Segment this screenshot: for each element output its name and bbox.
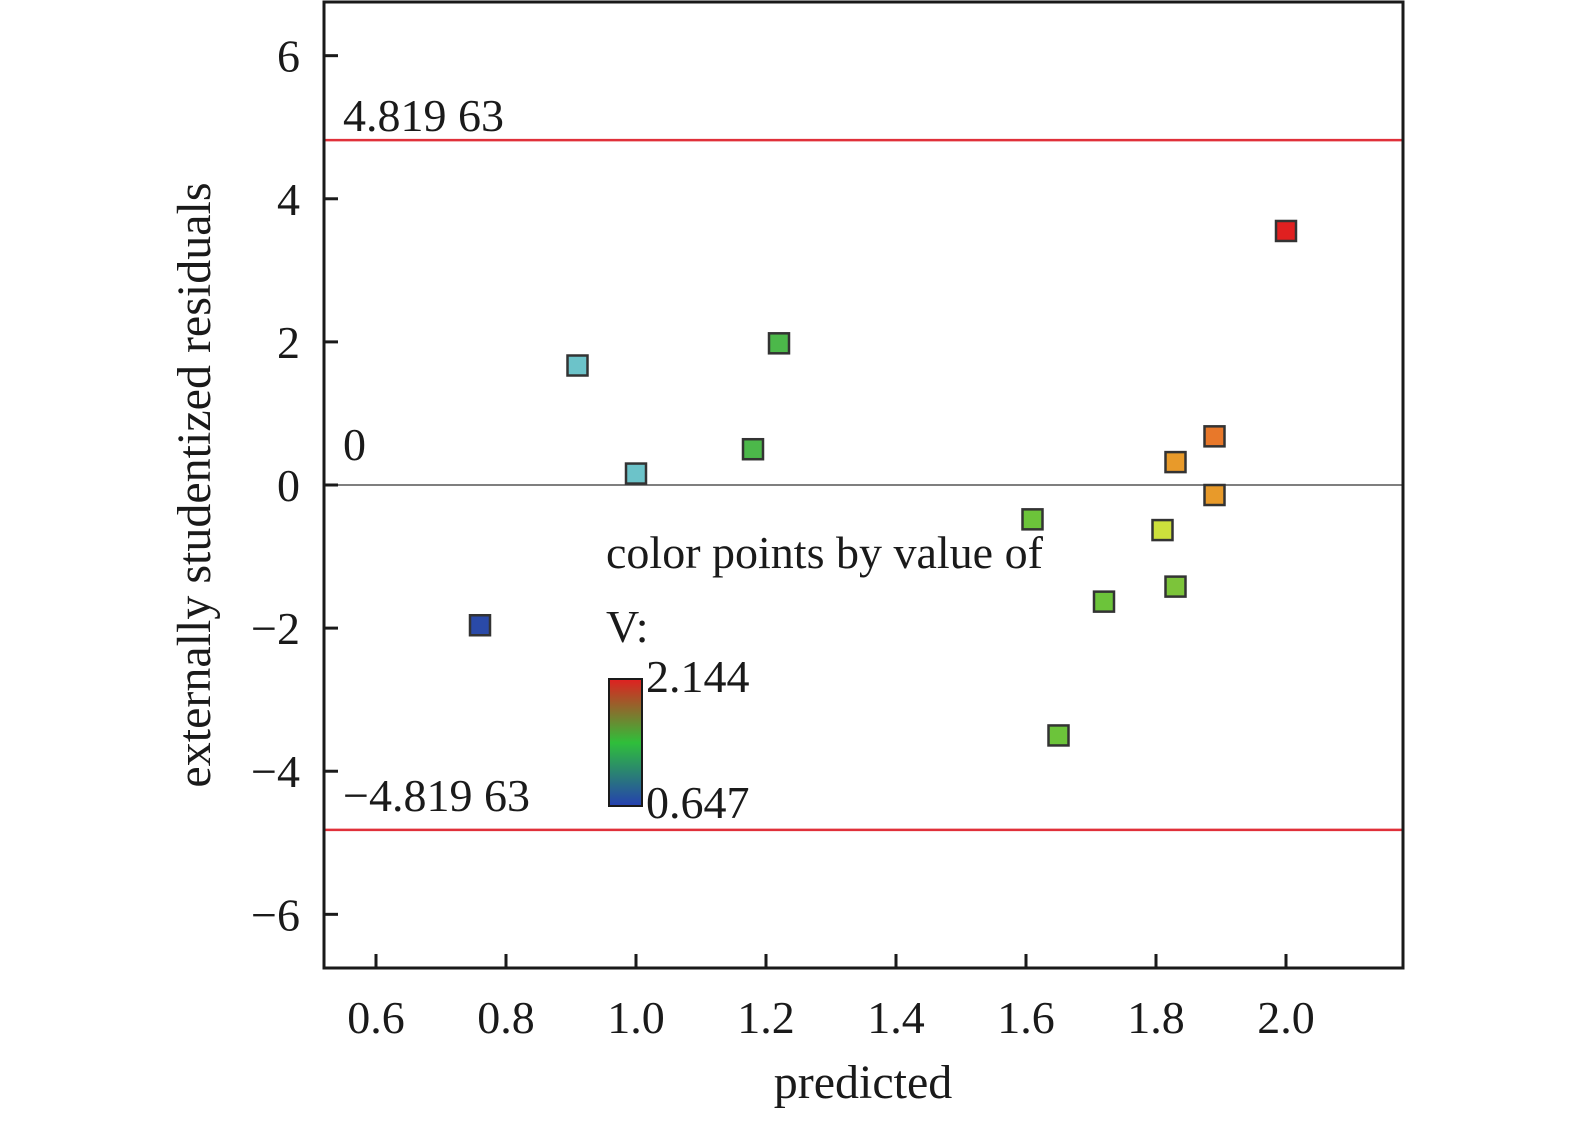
lower-limit-label: −4.819 63 bbox=[343, 770, 530, 821]
x-tick-label: 1.4 bbox=[867, 992, 925, 1043]
y-tick-label: 2 bbox=[277, 317, 300, 368]
scatter-point bbox=[741, 437, 765, 461]
scatter-point bbox=[767, 332, 791, 355]
y-tick-label: 4 bbox=[277, 174, 300, 225]
scatter-point bbox=[1274, 219, 1298, 243]
y-tick-label: −6 bbox=[251, 889, 300, 940]
y-tick-label: −4 bbox=[251, 746, 300, 797]
x-tick-label: 0.8 bbox=[477, 992, 535, 1043]
y-axis: 6 4 2 0 −2 −4 −6 bbox=[251, 31, 338, 940]
x-axis: 0.6 0.8 1.0 1.2 1.4 1.6 1.8 2.0 bbox=[347, 954, 1315, 1043]
colorbar-variable: V: bbox=[606, 601, 649, 652]
scatter-point bbox=[1047, 724, 1070, 747]
scatter-point bbox=[1203, 483, 1226, 507]
y-tick-label: 6 bbox=[277, 31, 300, 82]
scatter-point bbox=[1164, 450, 1187, 474]
y-axis-title: externally studentized residuals bbox=[168, 182, 221, 787]
colorbar-gradient bbox=[608, 678, 643, 807]
scatter-point bbox=[1151, 518, 1174, 542]
data-points bbox=[468, 219, 1298, 747]
scatter-point bbox=[1092, 590, 1116, 613]
x-tick-label: 2.0 bbox=[1257, 992, 1315, 1043]
x-tick-label: 1.6 bbox=[997, 992, 1055, 1043]
x-tick-label: 1.2 bbox=[737, 992, 795, 1043]
scatter-point bbox=[624, 462, 648, 485]
zero-line-label: 0 bbox=[343, 419, 366, 470]
x-tick-label: 1.0 bbox=[607, 992, 665, 1043]
colorbar-min-label: 0.647 bbox=[646, 777, 750, 828]
colorbar-title: color points by value of bbox=[606, 527, 1044, 578]
scatter-point bbox=[1164, 575, 1187, 598]
x-tick-label: 0.6 bbox=[347, 992, 405, 1043]
x-axis-title: predicted bbox=[774, 1056, 953, 1109]
scatter-point bbox=[468, 613, 492, 637]
x-tick-label: 1.8 bbox=[1127, 992, 1185, 1043]
upper-limit-label: 4.819 63 bbox=[343, 90, 504, 141]
colorbar-max-label: 2.144 bbox=[646, 651, 750, 702]
y-tick-label: 0 bbox=[277, 460, 300, 511]
scatter-point bbox=[1021, 508, 1044, 531]
scatter-point bbox=[566, 354, 589, 377]
scatter-point bbox=[1203, 425, 1226, 448]
y-tick-label: −2 bbox=[251, 603, 300, 654]
colorbar-legend: color points by value of V: 2.144 0.647 bbox=[606, 527, 1044, 828]
